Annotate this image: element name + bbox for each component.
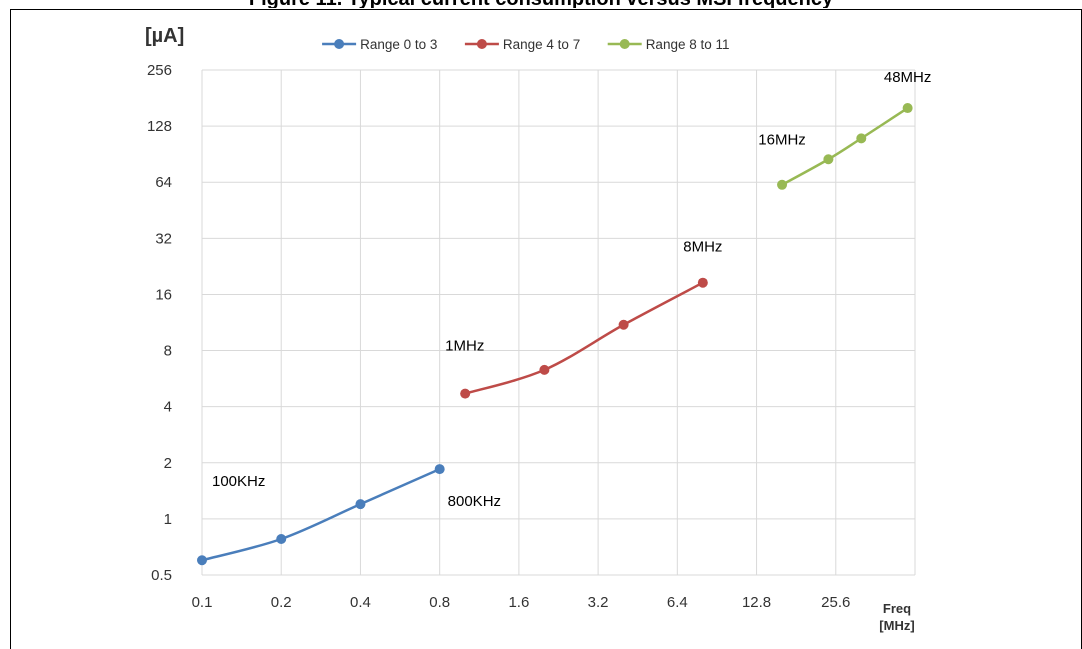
- data-point: [434, 464, 445, 475]
- y-tick-label: 256: [147, 62, 172, 79]
- x-tick-label: 0.4: [350, 594, 371, 611]
- data-point: [902, 103, 913, 114]
- x-tick-label: 0.2: [271, 594, 292, 611]
- y-tick-label: 16: [155, 286, 172, 303]
- data-point: [823, 154, 834, 165]
- x-tick-label: 0.8: [429, 594, 450, 611]
- data-point: [197, 555, 207, 566]
- y-tick-label: 64: [155, 174, 172, 191]
- series-line-1: [201, 467, 441, 562]
- grid-lines: [201, 69, 916, 576]
- annotation-label: 8MHz: [683, 239, 722, 256]
- annotation-label: 800KHz: [448, 493, 501, 510]
- chart-title: Figure 11. Typical current consumption v…: [0, 0, 1082, 8]
- annotation-label: 48MHz: [884, 69, 932, 86]
- y-tick-label: 8: [164, 343, 172, 360]
- legend-label: Range 0 to 3: [360, 37, 437, 52]
- chart-title-strip: Figure 11. Typical current consumption v…: [0, 0, 1082, 8]
- y-tick-label: 2: [164, 455, 172, 472]
- x-tick-label: 3.2: [588, 594, 609, 611]
- y-tick-label: 4: [164, 399, 172, 416]
- legend-label: Range 4 to 7: [503, 37, 580, 52]
- data-point: [777, 179, 788, 190]
- y-tick-label: 0.5: [151, 567, 172, 584]
- data-point: [539, 364, 550, 375]
- x-tick-label: 12.8: [742, 594, 771, 611]
- legend-label: Range 8 to 11: [646, 37, 730, 52]
- annotation-label: 16MHz: [758, 131, 806, 148]
- legend-marker: [619, 39, 630, 49]
- series-line-2: [464, 281, 704, 395]
- series-group: [197, 103, 913, 566]
- x-tick-labels: 0.1 0.2 0.4 0.8 1.6 3.2 6.4 12.8 25.6: [192, 594, 851, 611]
- x-tick-label: 6.4: [667, 594, 688, 611]
- y-axis-label: [µA]: [145, 25, 184, 47]
- data-point: [618, 319, 629, 330]
- data-point: [276, 534, 287, 545]
- y-tick-label: 32: [155, 230, 172, 247]
- legend-marker: [476, 39, 487, 49]
- annotation-labels: 100KHz 800KHz 1MHz 8MHz 16MHz 48MHz: [212, 69, 931, 510]
- x-tick-label: 0.1: [192, 594, 213, 611]
- annotation-label: 1MHz: [445, 338, 484, 355]
- x-tick-label: 25.6: [821, 594, 850, 611]
- annotation-label: 100KHz: [212, 473, 265, 490]
- x-tick-label: 1.6: [508, 594, 529, 611]
- data-point: [697, 277, 708, 288]
- y-tick-label: 128: [147, 118, 172, 135]
- y-tick-label: 1: [164, 511, 172, 528]
- data-point: [856, 133, 867, 144]
- x-axis-label-line-2: [MHz]: [879, 618, 914, 633]
- legend-marker: [334, 39, 345, 49]
- data-point: [355, 499, 366, 510]
- y-tick-labels: 256 128 64 32 16 8 4 2 1 0.5: [147, 62, 172, 584]
- x-axis-label-line-1: Freq: [883, 601, 911, 616]
- legend: Range 0 to 3 Range 4 to 7 Range 8 to 11: [322, 37, 730, 52]
- data-point: [460, 388, 471, 399]
- series-line-3: [781, 107, 909, 186]
